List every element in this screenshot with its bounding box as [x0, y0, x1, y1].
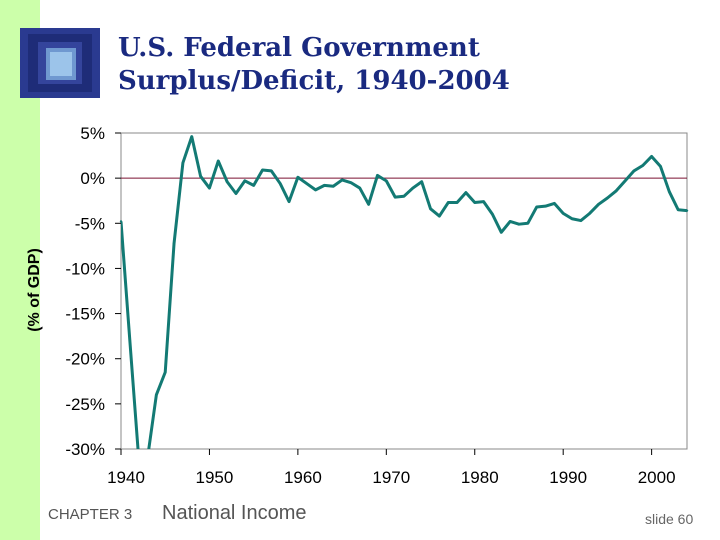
data-point — [641, 164, 644, 167]
data-point — [455, 201, 459, 204]
y-tick-label: -5% — [75, 214, 105, 233]
data-point — [225, 180, 229, 183]
slide-title: U.S. Federal Government Surplus/Deficit,… — [118, 32, 510, 98]
data-point — [553, 202, 556, 205]
y-tick-label: 5% — [80, 124, 105, 143]
data-point — [278, 182, 282, 185]
title-line-2: Surplus/Deficit, 1940-2004 — [118, 66, 510, 96]
data-point — [632, 169, 636, 173]
data-point — [438, 214, 441, 218]
title-line-1: U.S. Federal Government — [118, 33, 480, 63]
data-point — [323, 184, 326, 187]
data-point — [579, 219, 583, 222]
data-point — [252, 184, 255, 187]
data-point — [208, 186, 211, 190]
data-point — [270, 169, 273, 173]
data-point — [659, 165, 662, 168]
data-point — [190, 135, 193, 138]
data-point — [544, 204, 547, 208]
data-point — [650, 155, 653, 158]
data-point — [429, 207, 432, 211]
footer-chapter: CHAPTER 3 — [48, 506, 133, 523]
y-axis-label: (% of GDP) — [26, 248, 43, 332]
data-point — [402, 195, 406, 198]
data-point — [500, 231, 503, 234]
data-point — [561, 212, 565, 215]
data-point — [314, 188, 317, 192]
data-point — [606, 196, 609, 200]
slide-logo-image — [20, 28, 100, 98]
data-point — [676, 208, 680, 211]
data-point — [535, 205, 538, 209]
data-point — [588, 212, 591, 215]
data-point — [393, 195, 397, 199]
data-point — [287, 200, 291, 203]
data-point — [243, 179, 247, 183]
data-point — [172, 241, 176, 245]
data-point — [367, 203, 370, 206]
data-point — [376, 174, 379, 177]
x-tick-label: 1940 — [107, 468, 145, 487]
data-point — [234, 192, 238, 195]
x-tick-label: 1990 — [549, 468, 587, 487]
data-point — [181, 161, 185, 164]
y-tick-label: -15% — [65, 305, 105, 324]
data-point — [623, 179, 627, 183]
data-point — [473, 201, 476, 204]
data-point — [464, 191, 468, 194]
data-point — [305, 182, 308, 185]
plot-area — [120, 132, 688, 450]
data-point — [296, 176, 300, 179]
data-point — [526, 222, 530, 225]
data-point — [199, 175, 202, 178]
data-point — [217, 159, 220, 163]
data-point — [261, 168, 264, 172]
data-point — [358, 186, 361, 190]
slide-number: slide 60 — [645, 511, 694, 527]
x-tick-label: 1950 — [196, 468, 234, 487]
data-point — [570, 217, 574, 220]
data-point — [385, 179, 388, 183]
data-point — [615, 189, 618, 192]
data-point — [155, 393, 158, 397]
data-point — [482, 200, 485, 203]
data-point — [491, 213, 494, 216]
data-point — [517, 222, 521, 226]
data-point — [420, 180, 423, 183]
data-point — [164, 371, 167, 374]
data-point — [349, 181, 353, 184]
data-point — [508, 220, 512, 223]
data-point — [119, 220, 123, 223]
y-tick-label: -25% — [65, 395, 105, 414]
data-point — [685, 209, 689, 212]
data-point — [447, 201, 450, 204]
data-point — [332, 185, 335, 188]
y-tick-label: 0% — [80, 169, 105, 188]
y-tick-label: -30% — [65, 440, 105, 459]
y-tick-label: -20% — [65, 350, 105, 369]
footer-chapter-title: National Income — [162, 502, 307, 524]
data-point — [411, 186, 415, 190]
data-point — [340, 178, 344, 182]
x-tick-label: 1970 — [372, 468, 410, 487]
x-tick-label: 2000 — [638, 468, 676, 487]
data-point — [597, 203, 600, 206]
data-point — [128, 339, 132, 342]
y-tick-label: -10% — [65, 259, 105, 278]
x-tick-label: 1980 — [461, 468, 499, 487]
x-tick-label: 1960 — [284, 468, 322, 487]
data-point — [668, 190, 671, 193]
